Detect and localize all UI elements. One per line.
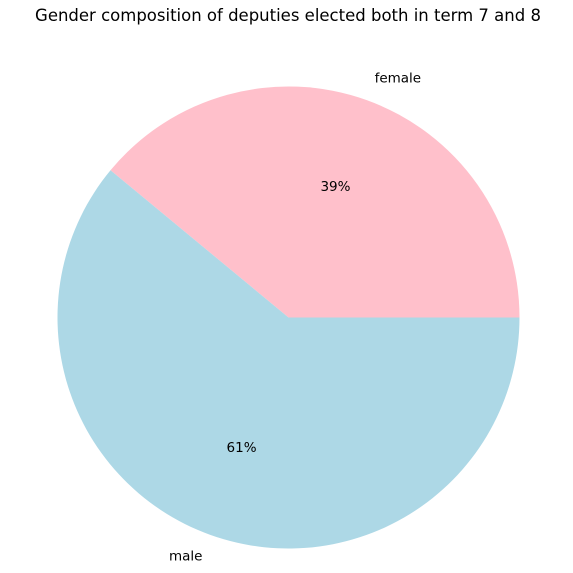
- slice-percent-female: 39%: [320, 179, 350, 195]
- chart-title: Gender composition of deputies elected b…: [35, 6, 541, 25]
- slice-label-female: female: [375, 70, 422, 86]
- slice-percent-male: 61%: [227, 440, 257, 456]
- pie-slice-male: [57, 170, 520, 549]
- pie-slice-female: [110, 86, 520, 318]
- pie-labels: female 39% male 61%: [169, 70, 421, 564]
- pie-slices: [57, 86, 520, 549]
- slice-label-male: male: [169, 549, 202, 565]
